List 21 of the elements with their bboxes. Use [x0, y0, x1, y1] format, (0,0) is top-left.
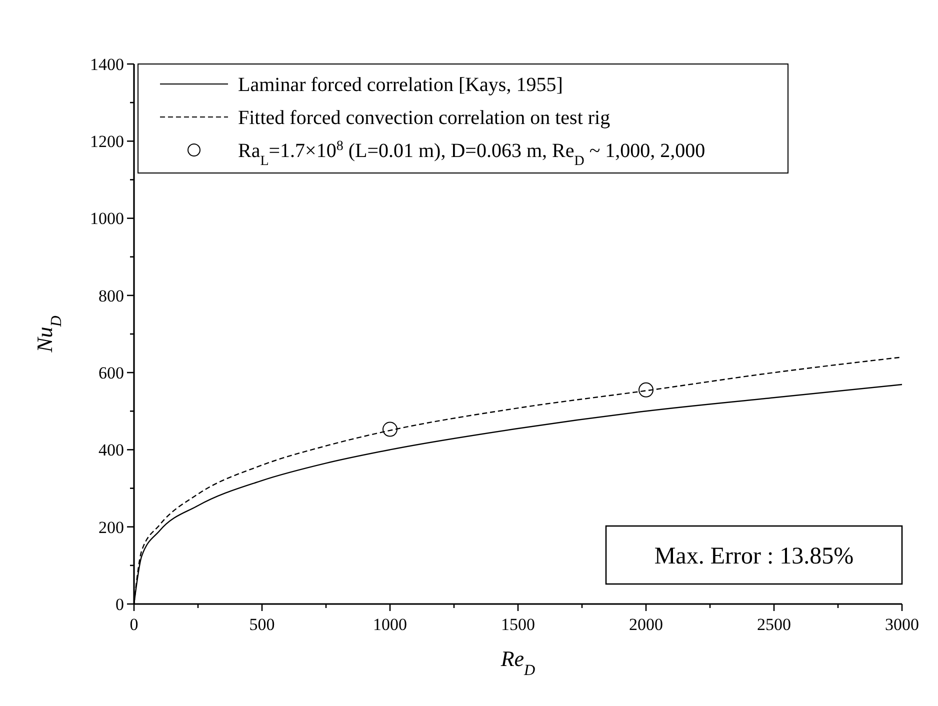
text-frame: Max. Error : 13.85%	[605, 525, 903, 585]
y-tick-label: 600	[98, 364, 124, 383]
legend-label: Ra$_{L}$=1.7×10$^{8}$ (L=0.01 m), D=0.063 m, Re$_{D}$ ~ 1,000, 2,000	[238, 138, 706, 168]
x-tick-label: 2500	[757, 615, 791, 634]
x-tick-label: 1500	[501, 615, 535, 634]
y-tick-label: 400	[98, 440, 124, 460]
x-tick-label: 2000	[629, 615, 663, 634]
y-tick-label: 1200	[90, 132, 124, 152]
y-tick-label: 800	[98, 286, 124, 306]
annotation: Max. Error : 13.85%	[654, 543, 854, 570]
x-tick-label: 3000	[885, 615, 919, 634]
y-tick-label: 1000	[90, 209, 124, 228]
y-tick-label: 1400	[90, 54, 124, 74]
legend-label: Laminar forced correlation [Kays, 1955]	[238, 74, 563, 96]
y-tick-label: 0	[116, 594, 124, 614]
x-axis-title: Re$_{D}$	[500, 646, 536, 678]
y-tick-label: 200	[98, 518, 124, 537]
legend-label: Fitted forced convection correlation on test rig	[238, 107, 610, 129]
x-tick-label: 1000	[373, 615, 407, 634]
x-tick-label: 500	[249, 615, 275, 634]
x-tick-label: 0	[130, 615, 138, 634]
